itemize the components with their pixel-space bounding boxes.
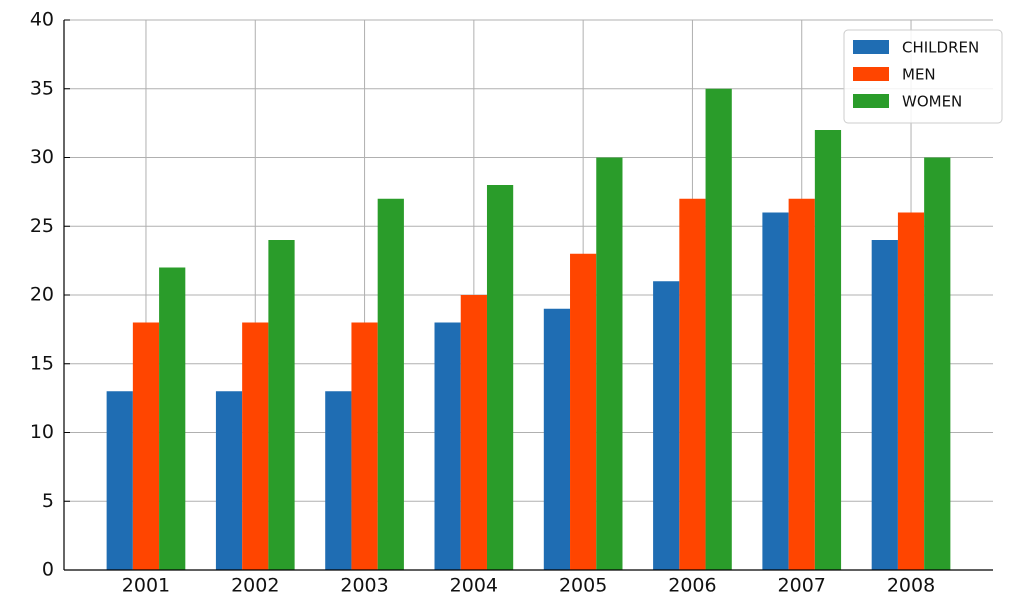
x-tick-label: 2002 (231, 575, 279, 597)
bar (486, 185, 514, 570)
legend-swatch (853, 94, 889, 108)
x-tick-label: 2001 (122, 575, 170, 597)
y-tick-label: 25 (30, 215, 54, 237)
bar (924, 157, 951, 570)
bar (570, 253, 597, 570)
bar (788, 198, 815, 570)
bar (377, 198, 404, 570)
legend-label: WOMEN (902, 93, 962, 111)
bar (897, 212, 925, 570)
bar (762, 212, 789, 570)
bar (215, 391, 243, 570)
y-tick-label: 30 (30, 146, 54, 168)
x-tick-label: 2003 (340, 575, 388, 597)
legend-swatch (853, 40, 889, 54)
bar (434, 322, 461, 570)
legend-label: MEN (902, 66, 936, 84)
bar (268, 240, 295, 570)
x-tick-label: 2008 (887, 575, 935, 597)
bar (460, 295, 487, 570)
bar (106, 391, 133, 570)
y-tick-label: 40 (30, 9, 54, 31)
x-tick-label: 2007 (778, 575, 826, 597)
bar (871, 240, 898, 570)
bar (325, 391, 352, 570)
bar (814, 130, 842, 570)
bar (543, 308, 571, 570)
bar (653, 281, 680, 570)
bar (679, 198, 706, 570)
y-tick-label: 10 (30, 421, 54, 443)
x-tick-label: 2004 (450, 575, 498, 597)
bar (132, 322, 160, 570)
y-tick-label: 15 (30, 352, 54, 374)
legend: CHILDREN MEN WOMEN (843, 29, 1003, 124)
bar (242, 322, 269, 570)
y-tick-label: 0 (42, 559, 54, 581)
bar (351, 322, 378, 570)
x-tick-label: 2006 (668, 575, 716, 597)
y-tick-label: 20 (30, 284, 54, 306)
y-tick-label: 35 (30, 77, 54, 99)
x-tick-label: 2005 (559, 575, 607, 597)
bar (159, 267, 186, 570)
bar (596, 157, 623, 570)
y-tick-label: 5 (42, 490, 54, 512)
legend-label: CHILDREN (902, 39, 979, 57)
legend-swatch (853, 67, 889, 81)
bar (705, 88, 732, 570)
